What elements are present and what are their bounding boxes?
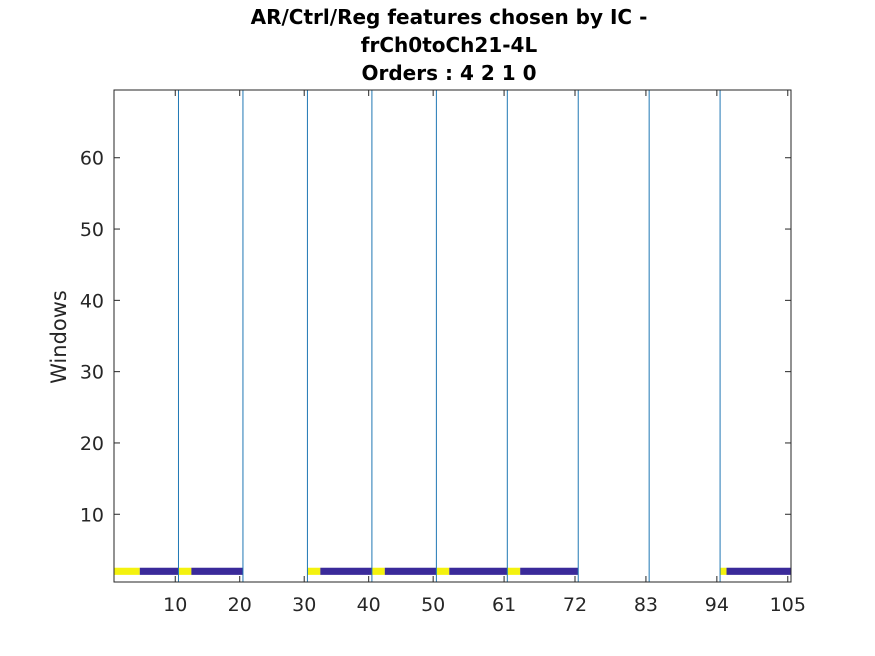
x-tick-label-3: 40 <box>357 594 381 616</box>
x-tick-label-4: 50 <box>421 594 445 616</box>
x-axis: 10 20 30 40 50 61 72 83 94 105 <box>163 90 806 616</box>
x-tick-label-8: 94 <box>705 594 729 616</box>
chart-title-line-1: AR/Ctrl/Reg features chosen by IC - <box>251 5 648 29</box>
segment-chosen-8 <box>436 567 450 575</box>
y-tick-label-5: 60 <box>80 148 104 170</box>
segment-not-chosen-3 <box>191 567 243 575</box>
segment-chosen-10 <box>507 567 521 575</box>
segment-not-chosen-7 <box>384 567 437 575</box>
plot-area <box>114 90 791 582</box>
y-axis-label: Windows <box>47 290 71 384</box>
segment-not-chosen-11 <box>520 567 579 575</box>
chart-title-line-2: frCh0toCh21-4L <box>361 33 538 57</box>
segment-chosen-6 <box>371 567 385 575</box>
segment-chosen-2 <box>178 567 192 575</box>
segment-chosen-0 <box>114 567 140 575</box>
segment-chosen-12 <box>720 567 727 575</box>
segment-not-chosen-13 <box>726 567 791 575</box>
y-tick-label-1: 20 <box>80 433 104 455</box>
y-tick-label-4: 50 <box>80 219 104 241</box>
segment-not-chosen-5 <box>320 567 372 575</box>
y-tick-label-3: 40 <box>80 290 104 312</box>
y-tick-label-2: 30 <box>80 362 104 384</box>
x-tick-label-0: 10 <box>163 594 187 616</box>
plot-frame <box>113 89 792 583</box>
y-tick-label-0: 10 <box>80 504 104 526</box>
segment-not-chosen-9 <box>449 567 508 575</box>
segment-chosen-4 <box>307 567 321 575</box>
x-tick-label-2: 30 <box>292 594 316 616</box>
separators-layer <box>177 90 721 582</box>
x-tick-label-7: 83 <box>634 594 658 616</box>
chart-title-line-3: Orders : 4 2 1 0 <box>362 61 537 85</box>
x-tick-label-6: 72 <box>563 594 587 616</box>
y-axis: 10 20 30 40 50 60 <box>80 148 791 526</box>
segment-not-chosen-1 <box>139 567 179 575</box>
x-tick-label-5: 61 <box>492 594 516 616</box>
x-tick-label-1: 20 <box>228 594 252 616</box>
x-tick-label-9: 105 <box>770 594 806 616</box>
segments-layer <box>114 567 791 575</box>
